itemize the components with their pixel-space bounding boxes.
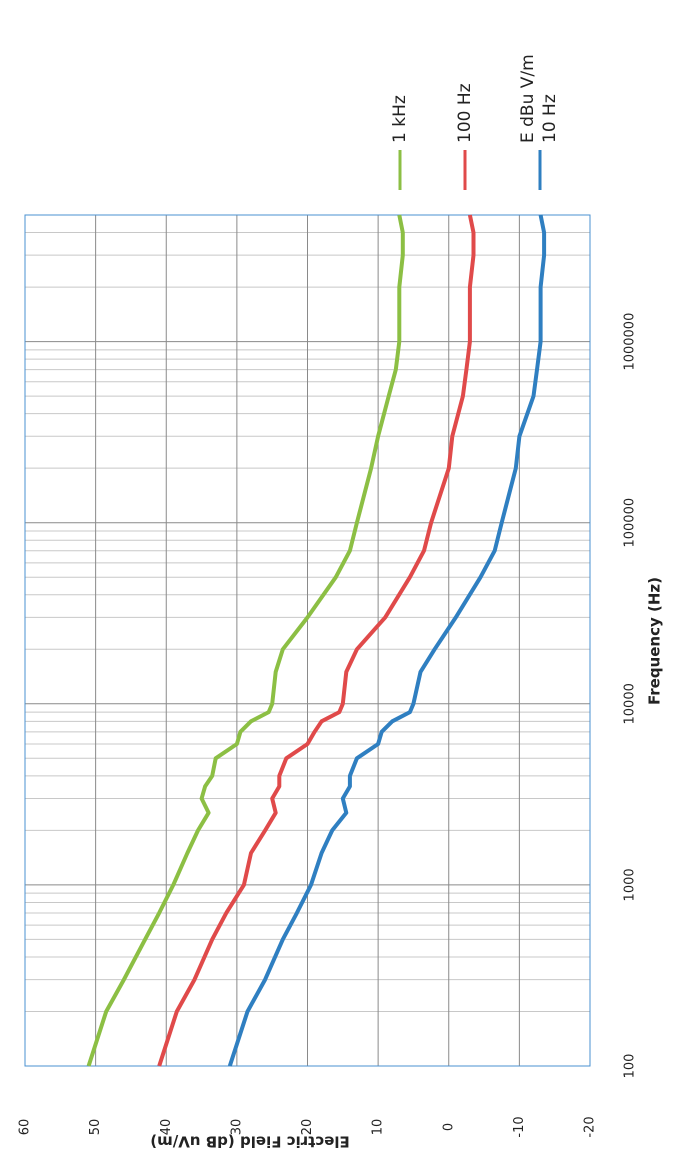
x-tick-label: 100 — [623, 1054, 638, 1079]
plot-border — [24, 214, 591, 1067]
y-tick-label: 30 — [229, 1119, 244, 1136]
y-tick-label: 40 — [159, 1119, 174, 1136]
x-tick-label: 1000000 — [623, 313, 638, 371]
legend-label: E dBu V/m 10 Hz — [518, 54, 560, 143]
x-tick-label: 100000 — [623, 498, 638, 548]
y-tick-label: -10 — [512, 1116, 527, 1137]
line-series — [86, 214, 405, 1067]
y-tick-label: 50 — [88, 1119, 103, 1136]
x-axis-title: Frequency (Hz) — [646, 577, 664, 705]
y-tick-label: 20 — [300, 1119, 315, 1136]
rotated-chart: Frequency (Hz) Electric Field (dB uV/m) … — [18, 54, 664, 1150]
y-axis-title: Electric Field (dB uV/m) — [150, 1133, 349, 1151]
line-series — [157, 214, 476, 1067]
x-tick-label: 1000 — [623, 868, 638, 901]
y-tick-label: -20 — [583, 1116, 598, 1137]
legend-label: 1 kHz — [390, 95, 410, 143]
legend-label: 100 Hz — [455, 83, 475, 143]
y-tick-label: 0 — [441, 1123, 456, 1131]
y-tick-label: 60 — [18, 1119, 33, 1136]
y-tick-label: 10 — [371, 1119, 386, 1136]
line-series — [227, 214, 547, 1067]
x-tick-label: 10000 — [623, 683, 638, 724]
